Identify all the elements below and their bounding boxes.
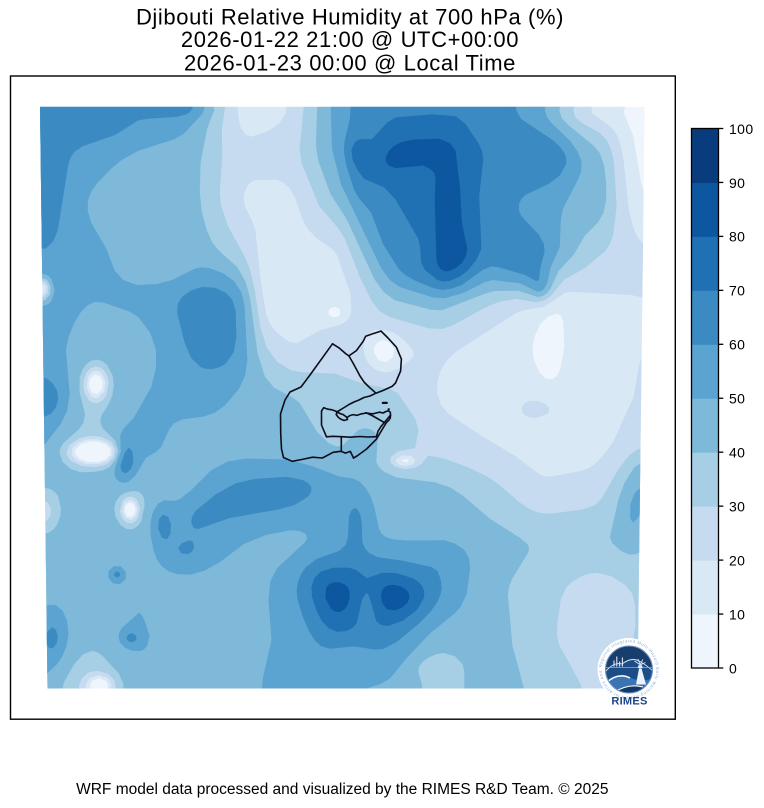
svg-text:10: 10 [729,606,745,622]
svg-text:2026-01-23 00:00 @ Local Time: 2026-01-23 00:00 @ Local Time [184,51,516,76]
svg-text:70: 70 [729,283,745,299]
svg-text:80: 80 [729,229,745,245]
svg-text:0: 0 [729,660,737,676]
svg-text:2026-01-22 21:00 @ UTC+00:00: 2026-01-22 21:00 @ UTC+00:00 [181,27,519,52]
svg-text:30: 30 [729,498,745,514]
svg-text:WRF model data processed and v: WRF model data processed and visualized … [76,781,608,798]
svg-text:20: 20 [729,552,745,568]
svg-text:100: 100 [729,121,754,137]
svg-text:RIMES: RIMES [611,696,647,708]
svg-text:40: 40 [729,445,745,461]
svg-text:60: 60 [729,337,745,353]
svg-text:90: 90 [729,175,745,191]
svg-text:Djibouti Relative Humidity at: Djibouti Relative Humidity at 700 hPa (%… [136,5,564,30]
svg-text:50: 50 [729,391,745,407]
